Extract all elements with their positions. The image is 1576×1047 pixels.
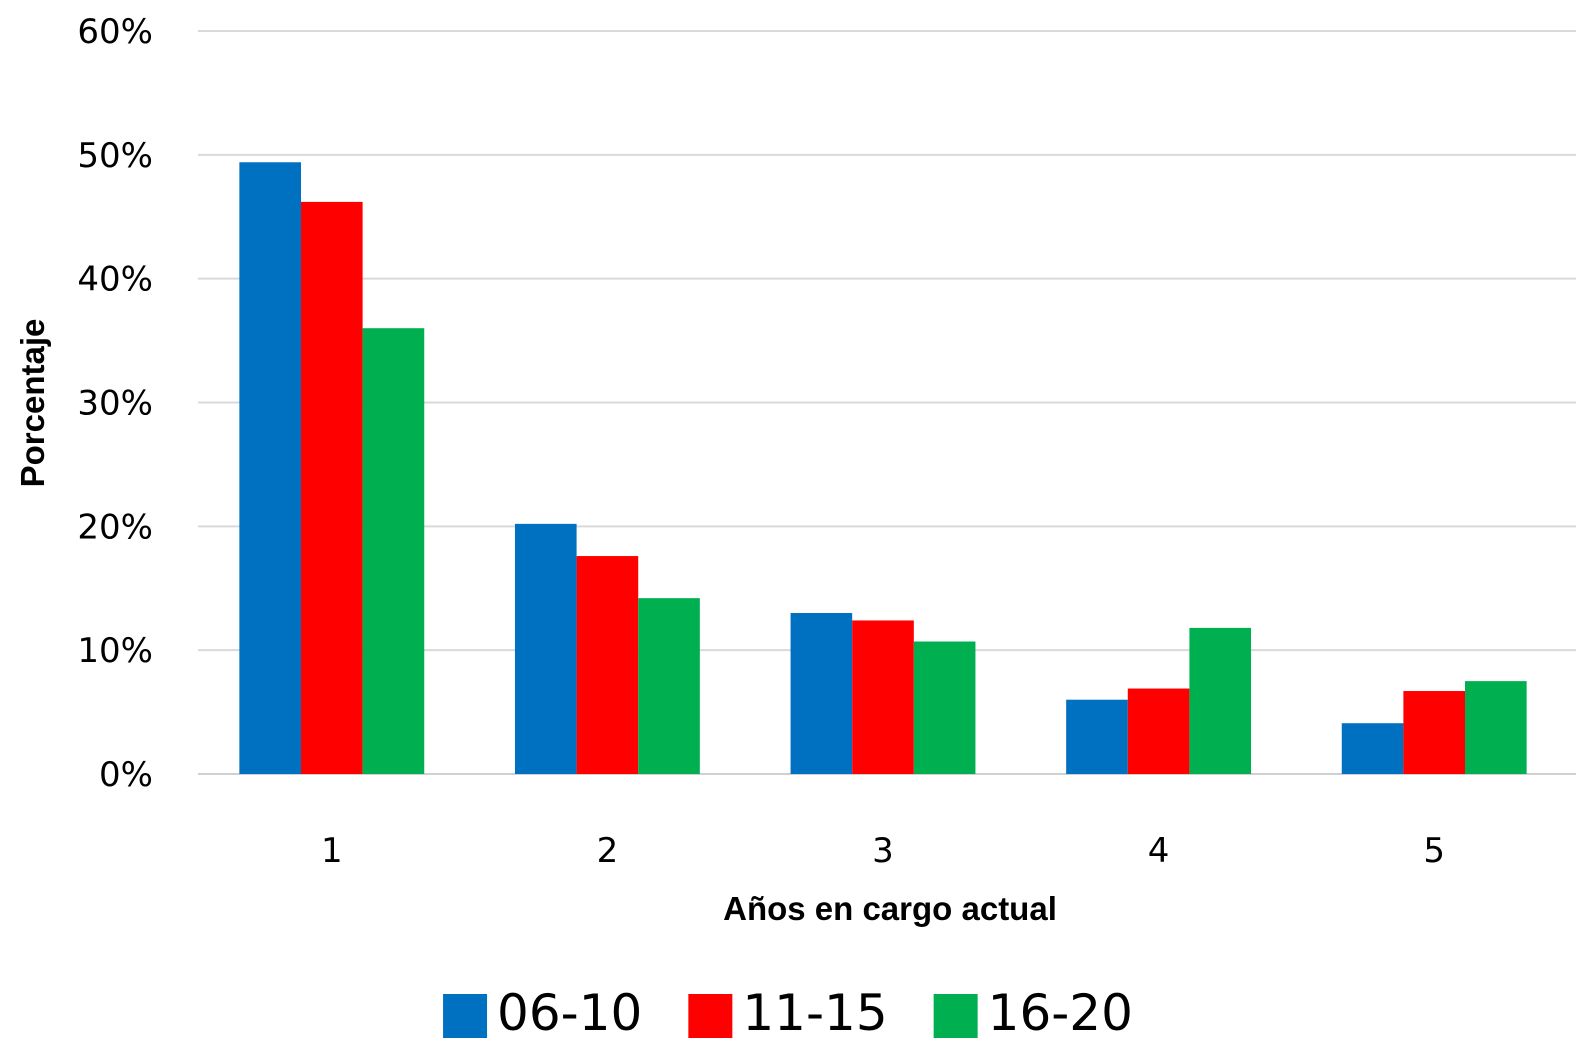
bar-06-10-4: [1066, 699, 1128, 774]
bar-16-20-4: [1189, 627, 1252, 774]
bar-06-10-1: [239, 162, 301, 775]
bar-11-15-1: [300, 201, 363, 774]
y-tick-label: 40%: [77, 260, 153, 300]
legend-swatch: [933, 994, 978, 1038]
legend-swatch: [688, 994, 733, 1038]
legend-label: 11-15: [742, 984, 887, 1042]
y-tick-label: 30%: [77, 384, 153, 424]
legend-swatch: [443, 994, 488, 1038]
x-tick-label: 1: [321, 831, 343, 871]
y-tick-label: 20%: [77, 507, 153, 547]
x-tick-label: 3: [872, 831, 894, 871]
y-axis-title: Porcentaje: [14, 319, 51, 488]
bar-16-20-1: [362, 328, 425, 774]
bar-11-15-5: [1403, 691, 1466, 774]
bar-11-15-2: [576, 556, 639, 774]
y-tick-label: 10%: [77, 631, 153, 671]
y-tick-label: 60%: [77, 12, 153, 52]
bar-11-15-3: [852, 620, 914, 774]
legend-label: 16-20: [988, 984, 1133, 1042]
x-axis-ticks: 1 2 3 4 5: [321, 831, 1445, 871]
y-axis-ticks: 0% 10% 20% 30% 40% 50% 60%: [77, 12, 153, 795]
y-tick-label: 0%: [99, 755, 153, 795]
gridlines: [198, 30, 1576, 775]
bar-16-20-2: [638, 598, 700, 774]
y-tick-label: 50%: [77, 136, 153, 176]
bar-06-10-2: [514, 523, 577, 774]
bar-06-10-3: [790, 613, 853, 774]
bar-16-20-3: [913, 641, 976, 774]
x-axis-title: Años en cargo actual: [723, 890, 1057, 927]
bar-06-10-5: [1341, 723, 1404, 774]
bar-16-20-5: [1465, 681, 1527, 774]
x-tick-label: 2: [597, 831, 619, 871]
bar-11-15-4: [1127, 688, 1190, 774]
legend: 06-10 11-15 16-20: [443, 984, 1133, 1042]
x-tick-label: 5: [1423, 831, 1445, 871]
bars: [239, 162, 1527, 775]
x-tick-label: 4: [1148, 831, 1170, 871]
legend-label: 06-10: [497, 984, 642, 1042]
